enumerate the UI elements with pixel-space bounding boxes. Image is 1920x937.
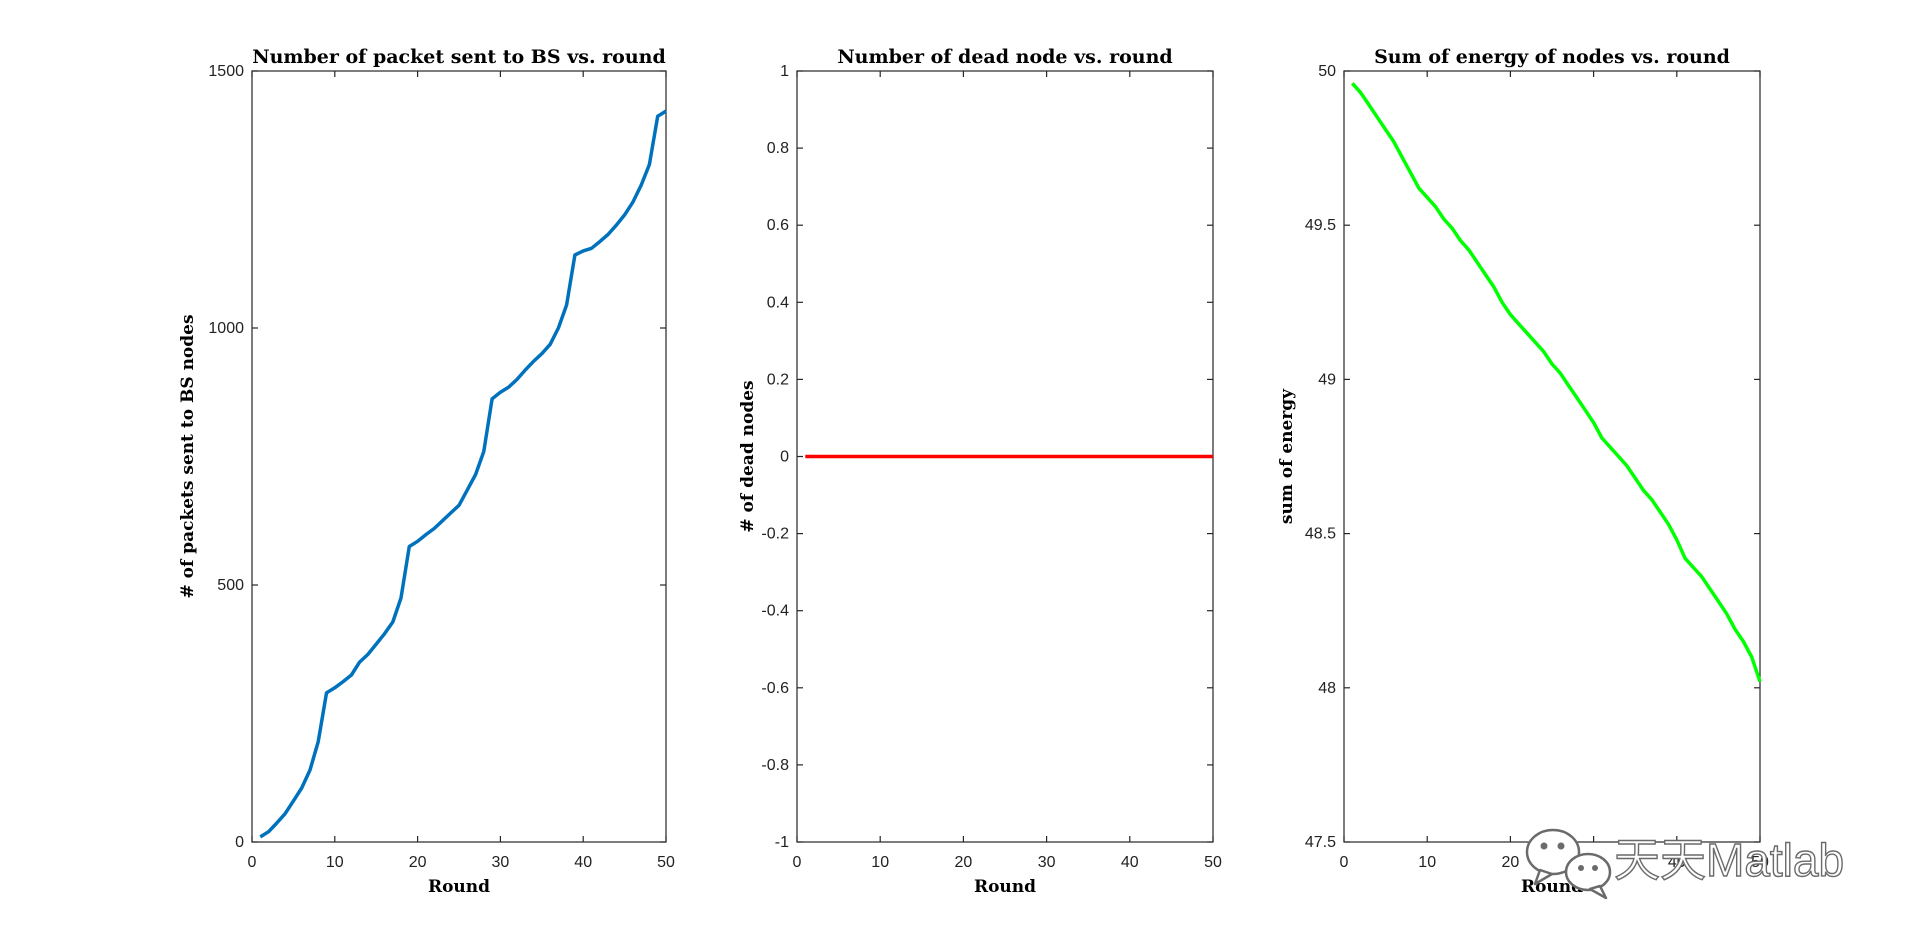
x-tick-label: 0: [1340, 854, 1349, 871]
y-tick-label: 0: [235, 834, 244, 851]
watermark: 天天Matlab: [1525, 828, 1845, 900]
plot-frame: [1343, 70, 1761, 843]
x-tick-label: 40: [1668, 854, 1686, 871]
x-tick-label: 30: [492, 854, 510, 871]
y-tick-label: 0.2: [767, 371, 789, 388]
x-tick-label: 0: [248, 854, 257, 871]
plot-dead-nodes: 0 10 20 30 40 50 -1 -0.8 -0.6 -0.4 -0.2 0 0.2 0.4 0.6 0…: [738, 46, 1222, 897]
x-axis-label: Round: [974, 877, 1036, 897]
plot-frame: [251, 70, 667, 843]
x-tick-label: 40: [1121, 854, 1139, 871]
x-tick-label: 50: [657, 854, 675, 871]
series-line: [1350, 82, 1762, 683]
y-tick-label: 0.8: [767, 140, 789, 157]
y-tick-label: 50: [1318, 63, 1336, 80]
wechat-icon: [1525, 828, 1612, 900]
x-tick-label: 20: [1502, 854, 1520, 871]
x-tick-label: 50: [1751, 854, 1769, 871]
y-tick-label: 1000: [208, 320, 244, 337]
x-tick-label: 50: [1204, 854, 1222, 871]
x-tick-label: 30: [1038, 854, 1056, 871]
chart-title: Number of dead node vs. round: [837, 46, 1172, 68]
y-tick-label: 0.6: [767, 217, 789, 234]
y-tick-label: 1: [780, 63, 789, 80]
x-tick-label: 10: [871, 854, 889, 871]
y-axis-label: # of packets sent to BS nodes: [178, 314, 198, 598]
x-axis-label: Round: [428, 877, 490, 897]
y-tick-label: -0.6: [761, 680, 789, 697]
y-axis-label: sum of energy: [1277, 388, 1297, 524]
y-tick-label: 49.5: [1305, 217, 1336, 234]
y-tick-label: 1500: [208, 63, 244, 80]
y-tick-label: -0.2: [761, 526, 789, 543]
x-tick-label: 40: [574, 854, 592, 871]
y-tick-label: 500: [217, 577, 244, 594]
chart-title: Sum of energy of nodes vs. round: [1374, 46, 1730, 68]
x-tick-label: 20: [409, 854, 427, 871]
y-tick-label: 48.5: [1305, 526, 1336, 543]
x-tick-label: 10: [326, 854, 344, 871]
y-tick-label: -0.8: [761, 757, 789, 774]
y-tick-label: -0.4: [761, 603, 789, 620]
y-tick-label: 49: [1318, 371, 1336, 388]
series-line: [259, 109, 667, 839]
y-tick-label: 48: [1318, 680, 1336, 697]
y-tick-label: 47.5: [1305, 834, 1336, 851]
x-tick-label: 20: [955, 854, 973, 871]
x-tick-label: 0: [793, 854, 802, 871]
watermark-text: 天天Matlab: [1614, 834, 1844, 886]
y-axis-label: # of dead nodes: [738, 380, 758, 532]
chart-title: Number of packet sent to BS vs. round: [252, 46, 666, 68]
y-tick-label: 0: [780, 449, 789, 466]
x-tick-label: 10: [1418, 854, 1436, 871]
y-tick-label: -1: [775, 834, 789, 851]
y-tick-label: 0.4: [767, 294, 789, 311]
